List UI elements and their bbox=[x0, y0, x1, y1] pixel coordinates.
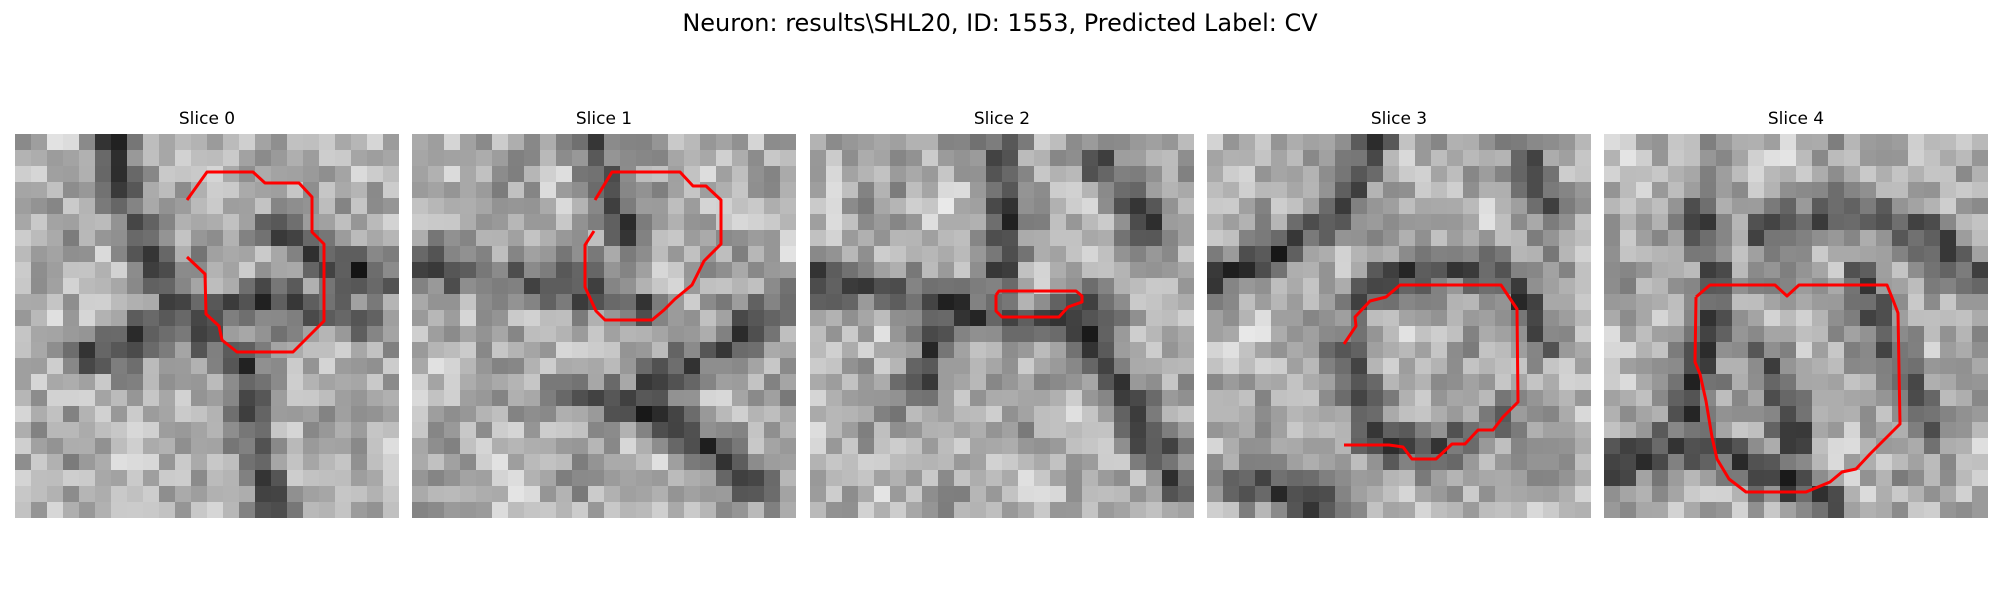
slice-panel-1: Slice 1 bbox=[412, 108, 796, 520]
slice-image bbox=[810, 134, 1194, 518]
slice-image bbox=[1207, 134, 1591, 518]
slice-panel-2: Slice 2 bbox=[810, 108, 1194, 520]
pixel-grid bbox=[1604, 134, 1988, 518]
slice-image bbox=[15, 134, 399, 518]
pixel-grid bbox=[1207, 134, 1591, 518]
segmentation-outline bbox=[185, 170, 326, 354]
slice-title: Slice 0 bbox=[178, 109, 236, 129]
slice-title: Slice 4 bbox=[1767, 109, 1825, 129]
slice-title: Slice 2 bbox=[973, 109, 1031, 129]
segmentation-outline bbox=[1693, 283, 1902, 494]
slice-title: Slice 3 bbox=[1370, 109, 1428, 129]
slice-title: Slice 1 bbox=[575, 109, 633, 129]
pixel-grid bbox=[15, 134, 399, 518]
pixel-grid bbox=[412, 134, 796, 518]
slice-image bbox=[1604, 134, 1988, 518]
figure-title: Neuron: results\SHL20, ID: 1553, Predict… bbox=[682, 9, 1318, 37]
segmentation-outline bbox=[1342, 283, 1520, 461]
segmentation-outline bbox=[583, 170, 723, 322]
segmentation-outline bbox=[994, 289, 1084, 319]
slice-panel-4: Slice 4 bbox=[1604, 108, 1988, 520]
pixel-grid bbox=[810, 134, 1194, 518]
slice-panel-3: Slice 3 bbox=[1207, 108, 1591, 520]
slice-panel-0: Slice 0 bbox=[15, 108, 399, 520]
slice-image bbox=[412, 134, 796, 518]
